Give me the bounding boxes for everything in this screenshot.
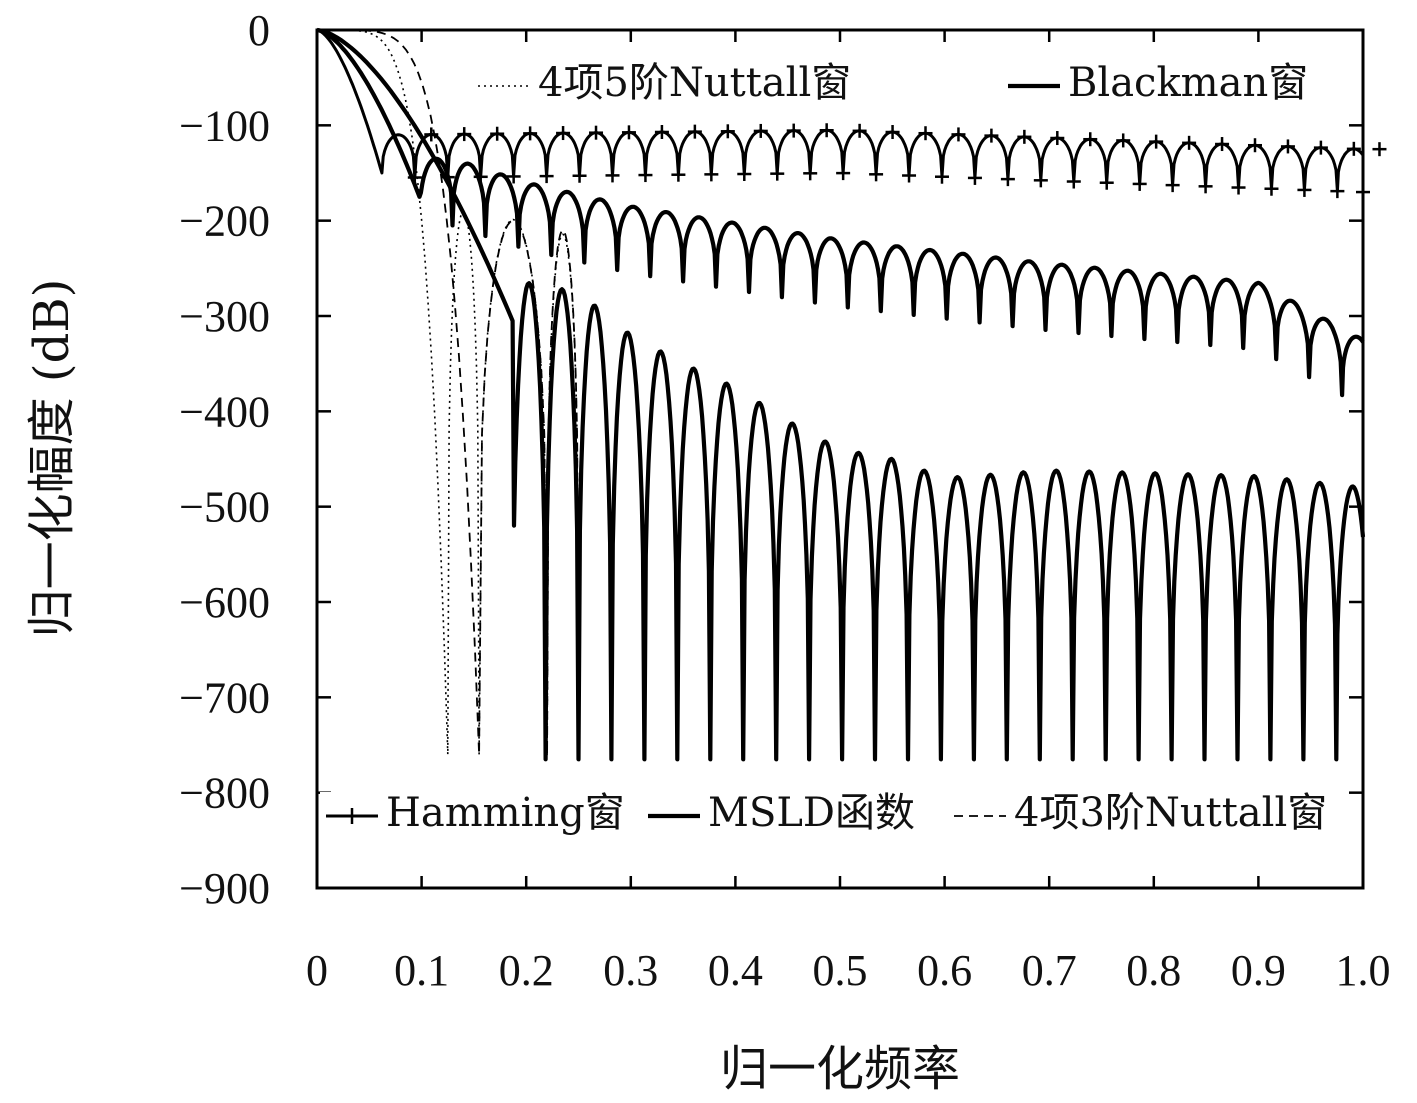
x-tick-label: 0.7 bbox=[1022, 946, 1077, 995]
legend-label: 4项3阶Nuttall窗 bbox=[1014, 790, 1327, 836]
x-tick-label: 0.1 bbox=[394, 946, 449, 995]
legend-entry: 4项3阶Nuttall窗 bbox=[948, 790, 1348, 840]
x-tick-label: 0.2 bbox=[499, 946, 554, 995]
y-tick-label: −800 bbox=[179, 769, 270, 818]
x-tick-label: 0 bbox=[306, 946, 328, 995]
legend: 4项5阶Nuttall窗 Blackman窗 Hamming窗 MSLD函数 4项3阶N… bbox=[320, 60, 1348, 840]
x-tick-label: 0.6 bbox=[917, 946, 972, 995]
x-tick-label: 0.8 bbox=[1126, 946, 1181, 995]
x-tick-label: 0.9 bbox=[1231, 946, 1286, 995]
legend-label: Hamming窗 bbox=[386, 790, 625, 836]
legend-label: 4项5阶Nuttall窗 bbox=[538, 60, 851, 106]
y-tick-label: −300 bbox=[179, 292, 270, 341]
series-line-5 bbox=[316, 27, 1366, 762]
x-tick-label: 0.3 bbox=[603, 946, 658, 995]
y-tick-label: −600 bbox=[179, 578, 270, 627]
legend-entry: MSLD函数 bbox=[642, 790, 942, 840]
legend-entry: Blackman窗 bbox=[1002, 60, 1332, 110]
x-tick-label: 0.5 bbox=[813, 946, 868, 995]
y-tick-label: −700 bbox=[179, 673, 270, 722]
legend-entry: 4项5阶Nuttall窗 bbox=[472, 60, 892, 110]
series-line-2 bbox=[316, 27, 1365, 398]
y-tick-label: 0 bbox=[248, 6, 270, 55]
legend-entry-background bbox=[472, 62, 892, 110]
y-axis-title: 归一化幅度 (dB) bbox=[24, 279, 80, 638]
legend-label: MSLD函数 bbox=[708, 790, 915, 836]
series-line-1 bbox=[316, 28, 1365, 193]
legend-entry-background bbox=[948, 792, 1348, 840]
legend-label: Blackman窗 bbox=[1068, 60, 1308, 106]
y-tick-label: −200 bbox=[179, 197, 270, 246]
legend-entry: Hamming窗 bbox=[320, 790, 636, 840]
series-line-4 bbox=[317, 29, 580, 756]
series-group bbox=[316, 27, 1387, 762]
y-tick-label: −500 bbox=[179, 483, 270, 532]
y-tick-label: −100 bbox=[179, 101, 270, 150]
x-tick-label: 0.4 bbox=[708, 946, 763, 995]
x-axis-title: 归一化频率 bbox=[720, 1041, 960, 1097]
y-tick-label: −900 bbox=[179, 864, 270, 913]
axis-ticks: 0 0.1 0.2 0.3 0.4 0.5 0.6 0.7 0.8 0.9 1.0 0 −100 −200… bbox=[179, 6, 1390, 995]
x-tick-label: 1.0 bbox=[1336, 946, 1391, 995]
y-tick-label: −400 bbox=[179, 387, 270, 436]
